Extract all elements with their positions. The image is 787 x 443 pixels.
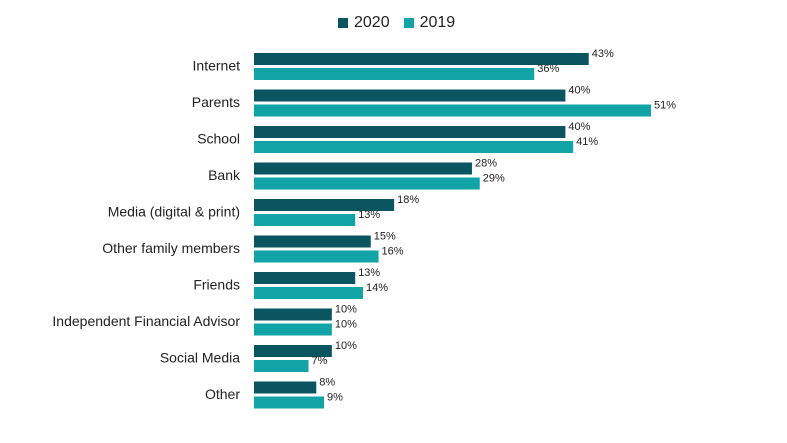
data-label: 8%	[319, 376, 335, 388]
legend-label-2020: 2020	[354, 14, 390, 31]
bar-2020	[254, 89, 566, 102]
data-label: 9%	[327, 391, 343, 403]
legend-item-2019: 2019	[403, 14, 456, 32]
bar-2020	[254, 126, 566, 138]
bar-2019	[254, 360, 309, 372]
legend-swatch-2019	[403, 18, 414, 28]
category-label: Independent Financial Advisor	[52, 313, 240, 329]
data-label: 18%	[397, 194, 419, 206]
category-label: Media (digital & print)	[108, 204, 240, 220]
category-label: Social Media	[160, 350, 240, 366]
data-label: 43%	[592, 48, 614, 60]
category-label: School	[197, 131, 240, 147]
bar-2019	[254, 104, 651, 117]
data-label: 36%	[537, 63, 559, 75]
bar-2020	[254, 308, 332, 321]
data-label: 16%	[382, 245, 404, 257]
data-label: 14%	[366, 282, 388, 294]
data-label: 10%	[335, 340, 357, 352]
bar-2019	[254, 323, 332, 336]
legend: 2020 2019	[338, 14, 469, 32]
data-label: 15%	[374, 230, 396, 242]
bar-2019	[254, 396, 325, 409]
category-label: Internet	[193, 58, 241, 74]
data-label: 29%	[483, 172, 505, 184]
data-label: 40%	[568, 121, 590, 133]
data-label: 40%	[568, 84, 590, 96]
data-label: 10%	[335, 318, 357, 330]
data-label: 10%	[335, 303, 357, 315]
bar-2019	[254, 214, 356, 226]
data-label: 51%	[654, 99, 676, 111]
data-label: 41%	[576, 136, 598, 148]
bar-2019	[254, 177, 480, 190]
bar-2019	[254, 141, 574, 153]
bar-2019	[254, 250, 379, 263]
bar-2020	[254, 272, 356, 284]
category-label: Parents	[192, 94, 240, 110]
data-label: 28%	[475, 157, 497, 169]
legend-label-2019: 2019	[419, 14, 456, 31]
bar-2020	[254, 162, 472, 175]
bar-2020	[254, 235, 371, 248]
legend-swatch-2020	[338, 18, 348, 28]
category-label: Friends	[193, 277, 240, 293]
data-label: 13%	[358, 209, 380, 221]
bar-2020	[254, 199, 395, 211]
legend-item-2020: 2020	[338, 14, 390, 32]
bar-2019	[254, 68, 535, 80]
bar-2020	[254, 381, 317, 394]
category-label: Bank	[208, 167, 241, 183]
bar-2020	[254, 345, 332, 357]
data-label: 13%	[358, 267, 380, 279]
data-label: 7%	[311, 355, 327, 367]
category-label: Other family members	[102, 240, 240, 256]
category-label: Other	[205, 386, 240, 402]
bar-2019	[254, 287, 363, 299]
bar-2020	[254, 53, 589, 65]
